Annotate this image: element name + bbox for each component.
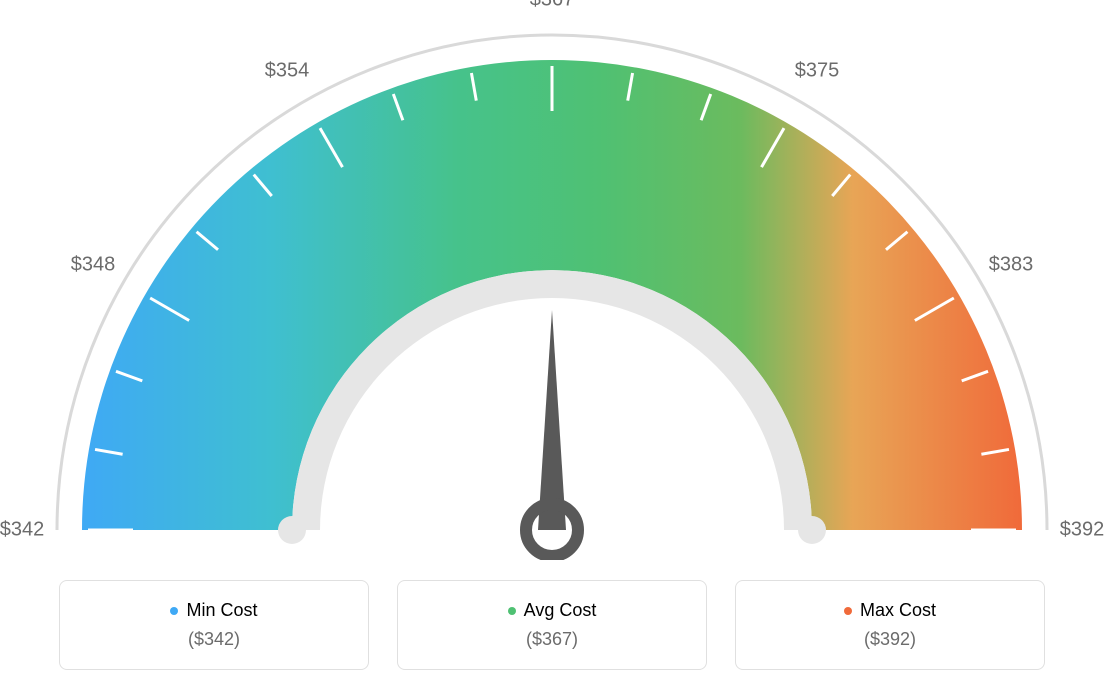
legend-card-avg: Avg Cost ($367) [397,580,707,670]
cost-gauge: $342$348$354$367$375$383$392 [22,20,1082,560]
gauge-tick-label: $348 [71,254,116,277]
legend-value-min: ($342) [188,629,240,650]
gauge-tick-label: $383 [989,254,1034,277]
gauge-tick-label: $392 [1060,519,1104,542]
legend-label-min: Min Cost [186,600,257,621]
legend-card-max: Max Cost ($392) [735,580,1045,670]
legend-label-avg: Avg Cost [524,600,597,621]
gauge-tick-label: $342 [0,519,44,542]
legend-dot-min [170,607,178,615]
gauge-tick-label: $354 [265,60,310,83]
gauge-svg [22,20,1082,560]
legend-title-avg: Avg Cost [508,600,597,621]
legend-value-avg: ($367) [526,629,578,650]
gauge-tick-label: $375 [795,60,840,83]
legend-card-min: Min Cost ($342) [59,580,369,670]
legend-value-max: ($392) [864,629,916,650]
gauge-tick-label: $367 [530,0,575,12]
legend-row: Min Cost ($342) Avg Cost ($367) Max Cost… [59,580,1045,670]
legend-title-min: Min Cost [170,600,257,621]
legend-label-max: Max Cost [860,600,936,621]
legend-dot-max [844,607,852,615]
legend-title-max: Max Cost [844,600,936,621]
legend-dot-avg [508,607,516,615]
